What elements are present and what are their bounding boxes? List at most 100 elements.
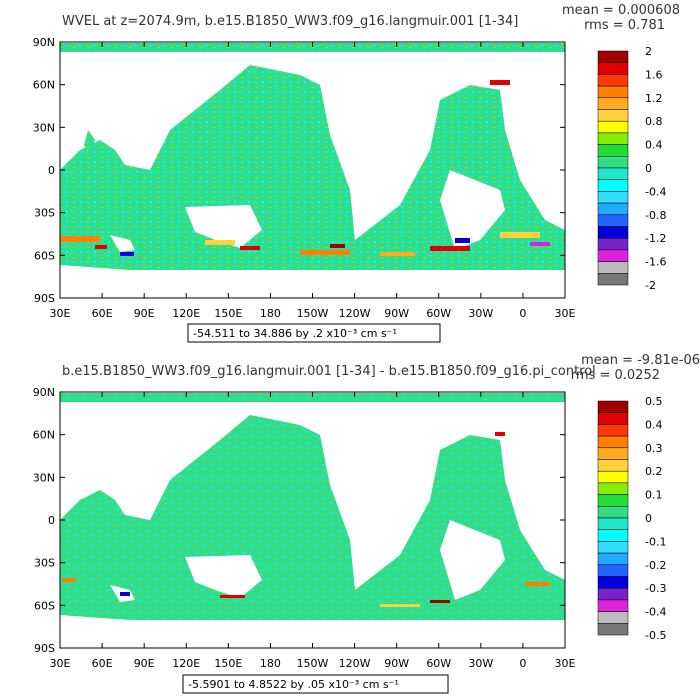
top-southern-ocean-anomalies bbox=[60, 80, 550, 256]
lat-tick-label: 90N bbox=[33, 36, 55, 49]
bottom-rms-stat: rms = 0.0252 bbox=[571, 368, 660, 383]
colorbar-label: 0 bbox=[645, 162, 652, 175]
colorbar-label: -0.5 bbox=[645, 629, 666, 642]
colorbar-swatch bbox=[597, 214, 629, 227]
bottom-map-panel: b.e15.B1850_WW3.f09_g16.langmuir.001 [1-… bbox=[33, 353, 700, 694]
colorbar-swatch bbox=[597, 62, 629, 75]
colorbar-swatch bbox=[597, 273, 629, 286]
colorbar-label: 0.8 bbox=[645, 115, 663, 128]
colorbar-swatch bbox=[597, 167, 629, 180]
top-lon-axis: 30E 60E 90E 120E 150E 180 150W 120W 90W 60W 30W 0 30… bbox=[50, 42, 576, 320]
lat-tick-label: 60S bbox=[34, 599, 55, 612]
bottom-southern-ocean-anomalies bbox=[62, 432, 550, 607]
top-map-field bbox=[59, 41, 566, 299]
colorbar-label: -1.6 bbox=[645, 256, 666, 269]
colorbar-swatch bbox=[597, 576, 629, 589]
colorbar-swatch bbox=[597, 494, 629, 507]
colorbar-swatch bbox=[597, 587, 629, 601]
colorbar-swatch bbox=[597, 156, 629, 169]
bottom-lat-axis: 90N 60N 30N 0 30S 60S 90S bbox=[33, 386, 565, 655]
lat-tick-label: 90S bbox=[34, 292, 55, 305]
colorbar-label: -0.3 bbox=[645, 582, 666, 595]
lon-tick-label: 120W bbox=[339, 657, 371, 670]
lon-tick-label: 90E bbox=[134, 307, 155, 320]
colorbar-swatch bbox=[597, 599, 629, 612]
top-lat-axis: 90N 60N 30N 0 30S 60S 90S bbox=[33, 36, 565, 305]
lon-tick-label: 150E bbox=[214, 307, 242, 320]
colorbar-swatch bbox=[597, 447, 629, 460]
top-map-title: WVEL at z=2074.9m, b.e15.B1850_WW3.f09_g… bbox=[62, 14, 518, 29]
colorbar-swatch bbox=[597, 506, 629, 519]
top-rms-stat: rms = 0.781 bbox=[584, 18, 665, 33]
bottom-range-text: -5.5901 to 4.8522 by .05 x10⁻³ cm s⁻¹ bbox=[188, 678, 399, 691]
colorbar-label: 2 bbox=[645, 45, 652, 58]
lat-tick-label: 60N bbox=[33, 429, 55, 442]
lat-tick-label: 30S bbox=[34, 557, 55, 570]
lon-tick-label: 0 bbox=[519, 657, 526, 670]
colorbar-swatch bbox=[597, 611, 629, 624]
lat-tick-label: 30N bbox=[33, 121, 55, 134]
lon-tick-label: 30E bbox=[50, 657, 71, 670]
colorbar-swatch bbox=[597, 552, 629, 566]
colorbar-label: 0 bbox=[645, 512, 652, 525]
top-range-text: -54.511 to 34.886 by .2 x10⁻³ cm s⁻¹ bbox=[193, 327, 397, 340]
lon-tick-label: 60E bbox=[92, 307, 113, 320]
lon-tick-label: 120E bbox=[172, 307, 200, 320]
colorbar-swatch bbox=[597, 237, 629, 251]
colorbar-swatch bbox=[597, 179, 629, 192]
colorbar-swatch bbox=[597, 400, 629, 413]
lat-tick-label: 30S bbox=[34, 207, 55, 220]
lat-tick-label: 60S bbox=[34, 249, 55, 262]
colorbar-label: -2 bbox=[645, 279, 656, 292]
colorbar-swatch bbox=[597, 470, 629, 484]
colorbar-label: -1.2 bbox=[645, 232, 666, 245]
colorbar-swatch bbox=[597, 482, 629, 495]
colorbar-label: 1.6 bbox=[645, 68, 663, 81]
colorbar-label: -0.4 bbox=[645, 606, 666, 619]
colorbar-swatch bbox=[597, 191, 629, 204]
colorbar-swatch bbox=[597, 261, 629, 274]
colorbar-label: 0.5 bbox=[645, 395, 663, 408]
colorbar-label: -0.1 bbox=[645, 535, 666, 548]
colorbar-label: 1.2 bbox=[645, 92, 663, 105]
top-range-box: -54.511 to 34.886 by .2 x10⁻³ cm s⁻¹ bbox=[187, 323, 441, 343]
colorbar-swatch bbox=[597, 517, 629, 530]
lon-tick-label: 30E bbox=[555, 307, 576, 320]
colorbar-swatch bbox=[597, 249, 629, 262]
bottom-map-field bbox=[59, 391, 566, 649]
lon-tick-label: 150W bbox=[297, 307, 329, 320]
top-mean-stat: mean = 0.000608 bbox=[562, 3, 680, 18]
lon-tick-label: 120E bbox=[172, 657, 200, 670]
bottom-map-title: b.e15.B1850_WW3.f09_g16.langmuir.001 [1-… bbox=[62, 364, 596, 379]
colorbar-swatch bbox=[597, 529, 629, 542]
colorbar-label: -0.2 bbox=[645, 559, 666, 572]
colorbar-swatch bbox=[597, 109, 629, 122]
colorbar-swatch bbox=[597, 120, 629, 134]
colorbar-swatch bbox=[597, 132, 629, 145]
colorbar-swatch bbox=[597, 424, 629, 437]
lon-tick-label: 150E bbox=[214, 657, 242, 670]
lat-tick-label: 30N bbox=[33, 471, 55, 484]
lat-tick-label: 0 bbox=[48, 514, 55, 527]
lon-tick-label: 90W bbox=[384, 657, 409, 670]
lon-tick-label: 120W bbox=[339, 307, 371, 320]
colorbar-label: 0.1 bbox=[645, 489, 663, 502]
colorbar-swatch bbox=[597, 564, 629, 577]
bottom-lon-axis: 30E 60E 90E 120E 150E 180 150W 120W 90W 60W 30W 0 30… bbox=[50, 392, 576, 670]
colorbar-swatch bbox=[597, 85, 629, 99]
colorbar-swatch bbox=[597, 412, 629, 425]
bottom-range-box: -5.5901 to 4.8522 by .05 x10⁻³ cm s⁻¹ bbox=[182, 674, 449, 694]
colorbar-swatch bbox=[597, 541, 629, 554]
lat-tick-label: 90S bbox=[34, 642, 55, 655]
top-map-panel: WVEL at z=2074.9m, b.e15.B1850_WW3.f09_g… bbox=[33, 3, 680, 343]
colorbar-label: -0.4 bbox=[645, 185, 666, 198]
colorbar-swatch bbox=[597, 74, 629, 87]
lon-tick-label: 30E bbox=[555, 657, 576, 670]
lon-tick-label: 180 bbox=[260, 307, 281, 320]
colorbar-swatch bbox=[597, 202, 629, 216]
colorbar-swatch bbox=[597, 459, 629, 472]
colorbar-swatch bbox=[597, 97, 629, 110]
top-colorbar: 2 1.6 1.2 0.8 0.4 0 -0.4 -0.8 -1.2 -1.6 -2 bbox=[597, 45, 666, 292]
colorbar-swatch bbox=[597, 435, 629, 449]
lat-tick-label: 90N bbox=[33, 386, 55, 399]
